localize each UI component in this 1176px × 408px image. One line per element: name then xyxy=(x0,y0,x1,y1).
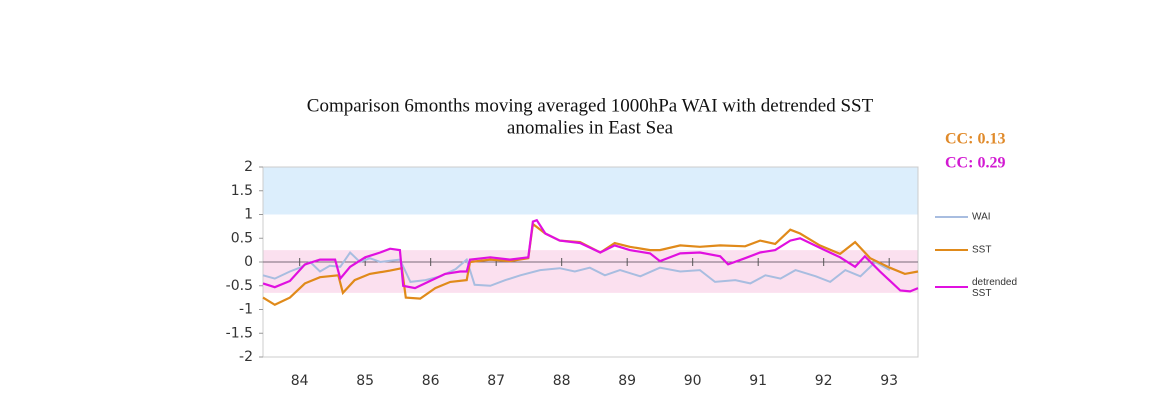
x-tick-label: 90 xyxy=(684,373,702,389)
legend-label: detrended SST xyxy=(972,277,1017,299)
y-tick-label: -1.5 xyxy=(226,325,253,341)
x-tick-label: 84 xyxy=(291,373,309,389)
band xyxy=(263,250,918,293)
x-tick-label: 88 xyxy=(553,373,571,389)
x-tick-label: 87 xyxy=(487,373,505,389)
y-tick-label: 1 xyxy=(244,207,253,223)
x-tick-label: 92 xyxy=(815,373,833,389)
legend-label: SST xyxy=(972,245,991,256)
band xyxy=(263,167,918,215)
y-tick-label: 2 xyxy=(244,159,253,175)
chart-title: anomalies in East Sea xyxy=(507,117,674,138)
x-tick-label: 85 xyxy=(356,373,374,389)
chart-title: Comparison 6months moving averaged 1000h… xyxy=(307,95,874,116)
y-tick-label: -0.5 xyxy=(226,278,253,294)
series-line xyxy=(262,218,919,293)
y-tick-label: 0.5 xyxy=(231,230,253,246)
y-tick-label: 0 xyxy=(244,254,253,270)
x-tick-label: 86 xyxy=(422,373,440,389)
x-tick-label: 89 xyxy=(618,373,636,389)
annotation: CC: 0.13 xyxy=(945,131,1005,148)
annotation: CC: 0.29 xyxy=(945,155,1005,172)
legend-label: WAI xyxy=(972,212,991,223)
x-tick-label: 91 xyxy=(749,373,767,389)
y-tick-label: -2 xyxy=(239,349,253,365)
series-line xyxy=(262,250,891,287)
y-tick-label: 1.5 xyxy=(231,183,253,199)
y-tick-label: -1 xyxy=(239,302,253,318)
x-tick-label: 93 xyxy=(880,373,898,389)
